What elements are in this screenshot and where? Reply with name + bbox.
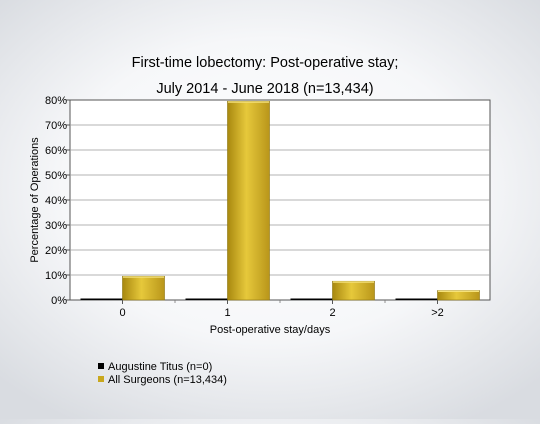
chart-title: First-time lobectomy: Post-operative sta… — [132, 55, 399, 97]
x-axis-label: Post-operative stay/days — [210, 324, 331, 336]
bar-all-surgeons — [122, 275, 165, 301]
y-tick-label: 0% — [51, 295, 67, 307]
bar-top-highlight — [123, 276, 164, 278]
y-tick-label: 20% — [45, 245, 67, 257]
bar-augustine-titus — [290, 298, 333, 300]
bar-all-surgeons — [227, 100, 270, 301]
y-tick-label: 80% — [45, 95, 67, 107]
bar-top-highlight — [333, 281, 374, 283]
legend-swatch — [98, 376, 104, 382]
x-tick-label: 1 — [224, 307, 230, 319]
y-tick-label: 70% — [45, 120, 67, 132]
y-tick-label: 50% — [45, 170, 67, 182]
legend-label: Augustine Titus (n=0) — [108, 361, 212, 373]
legend: Augustine Titus (n=0)All Surgeons (n=13,… — [98, 361, 227, 386]
chart-title-line-2: July 2014 - June 2018 (n=13,434) — [156, 81, 373, 97]
bar-augustine-titus — [395, 298, 438, 300]
y-tick-label: 30% — [45, 220, 67, 232]
chart-title-line-1: First-time lobectomy: Post-operative sta… — [132, 55, 399, 71]
legend-swatch — [98, 363, 104, 369]
bar-augustine-titus — [80, 298, 123, 300]
x-tick-label: 2 — [329, 307, 335, 319]
bar-all-surgeons — [332, 280, 375, 301]
y-tick-label: 60% — [45, 145, 67, 157]
y-tick-label: 10% — [45, 270, 67, 282]
bar-augustine-titus — [185, 298, 228, 300]
y-axis-label: Percentage of Operations — [29, 137, 41, 263]
x-tick-label: >2 — [431, 307, 444, 319]
y-tick-label: 40% — [45, 195, 67, 207]
x-tick-label: 0 — [119, 307, 125, 319]
legend-label: All Surgeons (n=13,434) — [108, 374, 227, 386]
bar-top-highlight — [228, 101, 269, 103]
bar-top-highlight — [438, 290, 479, 292]
